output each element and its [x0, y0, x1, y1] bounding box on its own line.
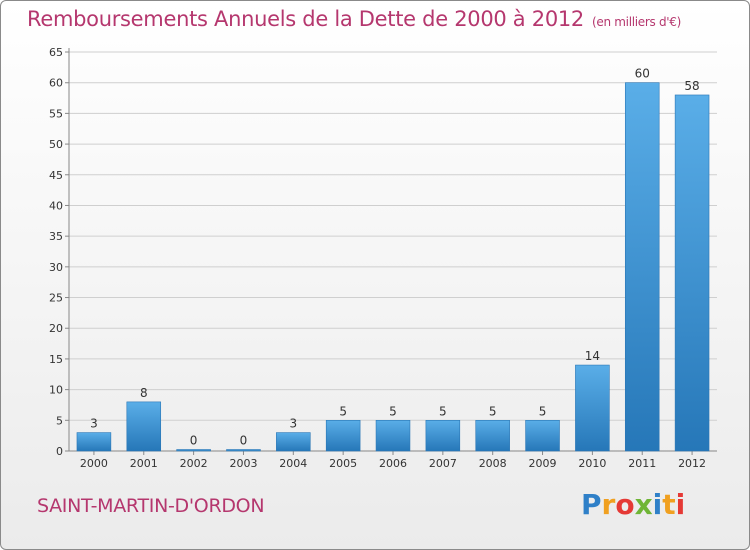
- bar-value-label: 5: [539, 404, 547, 418]
- bar-value-label: 5: [389, 404, 397, 418]
- bar-2002: [176, 449, 211, 452]
- bar-value-label: 0: [240, 434, 248, 448]
- brand-logo-letter: i: [652, 488, 663, 521]
- commune-name: SAINT-MARTIN-D'ORDON: [37, 495, 265, 517]
- y-tick-label: 65: [49, 46, 63, 59]
- x-tick-label: 2010: [578, 457, 606, 470]
- x-tick-label: 2000: [80, 457, 108, 470]
- bar-2008: [475, 420, 510, 452]
- bar-2007: [425, 420, 461, 452]
- y-tick-label: 50: [49, 138, 63, 151]
- x-tick-label: 2008: [479, 457, 507, 470]
- x-tick-label: 2005: [329, 457, 357, 470]
- chart-unit: (en milliers d'€): [592, 15, 682, 29]
- brand-logo-letter: r: [601, 488, 616, 521]
- brand-logo-letter: t: [662, 488, 676, 521]
- bar-2009: [525, 420, 560, 452]
- bar-value-label: 3: [90, 417, 98, 431]
- bar-value-label: 3: [289, 417, 297, 431]
- chart-title-text: Remboursements Annuels de la Dette de 20…: [27, 7, 584, 31]
- bar-value-label: 8: [140, 386, 148, 400]
- chart-title: Remboursements Annuels de la Dette de 20…: [27, 7, 681, 31]
- brand-logo-letter: P: [581, 488, 602, 521]
- bar-value-label: 5: [339, 404, 347, 418]
- x-tick-label: 2009: [529, 457, 557, 470]
- x-tick-label: 2001: [130, 457, 158, 470]
- x-tick-label: 2012: [678, 457, 706, 470]
- bar-value-label: 60: [635, 67, 650, 81]
- bar-2001: [126, 401, 162, 452]
- bar-2011: [624, 82, 660, 452]
- grid-layer: [65, 48, 717, 455]
- y-tick-label: 15: [49, 353, 63, 366]
- y-tick-label: 20: [49, 322, 63, 335]
- bar-2010: [575, 364, 610, 452]
- x-tick-label: 2003: [229, 457, 257, 470]
- bar-value-label: 14: [585, 349, 600, 363]
- y-tick-label: 10: [49, 384, 63, 397]
- y-tick-label: 40: [49, 199, 63, 212]
- label-layer: 0510152025303540455055606520003200182002…: [49, 46, 706, 470]
- brand-logo-letter: o: [615, 488, 635, 521]
- bar-value-label: 0: [190, 434, 198, 448]
- y-tick-label: 30: [49, 261, 63, 274]
- bar-2005: [325, 420, 361, 452]
- bar-value-label: 5: [439, 404, 447, 418]
- y-tick-label: 55: [49, 107, 63, 120]
- y-tick-label: 0: [56, 445, 63, 458]
- brand-logo-letter: x: [634, 488, 653, 521]
- y-tick-label: 60: [49, 77, 63, 90]
- bar-2004: [276, 432, 311, 452]
- bar-value-label: 5: [489, 404, 497, 418]
- bar-value-label: 58: [684, 79, 699, 93]
- y-tick-label: 25: [49, 292, 63, 305]
- x-tick-label: 2011: [628, 457, 656, 470]
- y-tick-label: 45: [49, 169, 63, 182]
- bar-layer: [76, 82, 710, 452]
- bar-2012: [674, 94, 710, 452]
- x-tick-label: 2004: [279, 457, 307, 470]
- x-tick-label: 2006: [379, 457, 407, 470]
- brand-logo: Proxiti: [581, 488, 685, 521]
- x-tick-label: 2002: [180, 457, 208, 470]
- brand-logo-letter: i: [675, 488, 686, 521]
- bar-2003: [226, 449, 261, 452]
- y-tick-label: 5: [56, 414, 63, 427]
- bar-2000: [76, 432, 112, 452]
- bar-2006: [375, 420, 411, 452]
- y-tick-label: 35: [49, 230, 63, 243]
- x-tick-label: 2007: [429, 457, 457, 470]
